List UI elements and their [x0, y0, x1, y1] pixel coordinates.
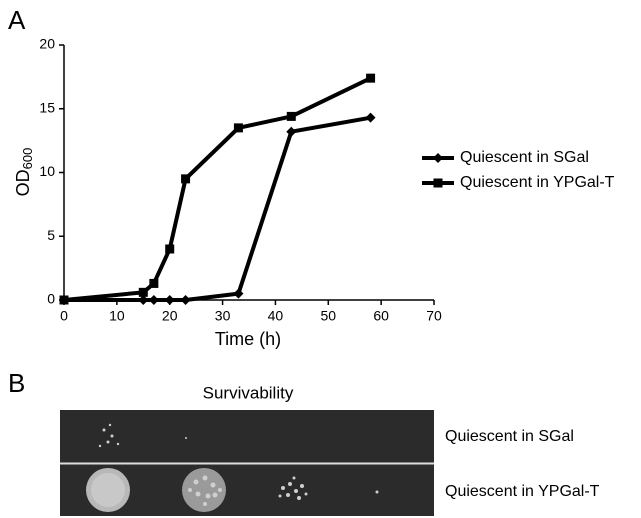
y-axis-label-sub: 600 [20, 148, 35, 170]
x-tick-label: 10 [109, 308, 125, 324]
data-point [59, 295, 69, 305]
legend-label: Quiescent in YPGal-T [460, 174, 615, 191]
y-tick-label: 20 [39, 36, 55, 52]
data-point [366, 73, 376, 83]
panel-title: Survivability [203, 383, 294, 402]
data-point [164, 295, 175, 305]
data-point [148, 295, 159, 305]
y-axis-label: OD600 [13, 148, 36, 197]
data-point [181, 174, 191, 184]
spot [182, 468, 226, 512]
x-tick-label: 50 [320, 308, 336, 324]
legend-marker [433, 153, 443, 163]
spot [91, 473, 125, 507]
data-point [233, 288, 244, 299]
data-point [149, 278, 159, 288]
x-tick-label: 40 [268, 308, 284, 324]
y-axis-label-main: OD [13, 169, 33, 196]
row-label: Quiescent in YPGal-T [445, 483, 600, 500]
series-line [64, 115, 371, 302]
y-tick-label: 0 [47, 291, 55, 307]
panel-label: A [8, 5, 26, 35]
data-point [365, 112, 376, 123]
colonies [98, 423, 379, 506]
x-tick-label: 0 [60, 308, 68, 324]
y-tick-label: 5 [47, 227, 55, 243]
data-point [286, 126, 297, 137]
y-tick-label: 15 [39, 99, 55, 115]
x-tick-label: 70 [426, 308, 442, 324]
x-tick-label: 20 [162, 308, 178, 324]
data-point [286, 111, 296, 121]
row-label: Quiescent in SGal [445, 428, 574, 445]
x-axis-label: Time (h) [215, 329, 281, 349]
series-line [63, 76, 372, 302]
data-point [138, 295, 149, 305]
x-tick-label: 60 [373, 308, 389, 324]
data-point [233, 123, 243, 133]
spot-assay [60, 410, 434, 516]
data-point [180, 295, 191, 305]
legend-label: Quiescent in SGal [460, 149, 589, 166]
data-point [138, 287, 148, 297]
legend-marker [433, 178, 443, 188]
panel-label: B [8, 368, 25, 398]
y-tick-label: 10 [39, 163, 55, 179]
x-tick-label: 30 [215, 308, 231, 324]
data-point [165, 244, 175, 254]
